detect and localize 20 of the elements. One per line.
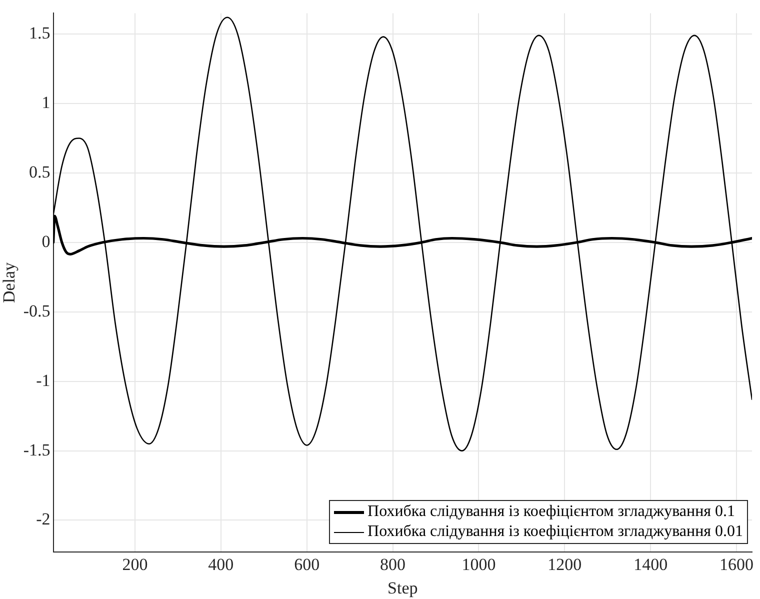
legend-label: Похибка слідування із коефіцієнтом згладжування 0.1 (368, 502, 735, 522)
x-tick-label: 800 (380, 554, 406, 574)
y-tick-label: -0.5 (23, 301, 50, 320)
x-tick-label: 600 (294, 554, 320, 574)
y-tick-label: 1 (42, 92, 50, 112)
legend-label: Похибка слідування із коефіцієнтом згладжування 0.01 (368, 522, 743, 542)
x-tick-label: 1600 (720, 554, 754, 574)
y-tick-label: -1.5 (23, 440, 50, 460)
x-tick-label: 1000 (462, 554, 496, 574)
y-axis-title: Delay (0, 262, 19, 303)
y-tick-label: 0 (42, 232, 50, 251)
x-tick-label: 1400 (634, 554, 668, 574)
x-axis-title: Step (388, 578, 418, 598)
y-tick-label: -2 (36, 510, 50, 529)
y-tick-label: 0.5 (29, 162, 50, 182)
x-tick-label: 200 (122, 554, 148, 574)
y-tick-label: 1.5 (29, 24, 50, 43)
y-tick-label: -1 (36, 370, 50, 390)
x-tick-label: 400 (208, 554, 234, 574)
x-tick-label: 1200 (548, 554, 582, 574)
